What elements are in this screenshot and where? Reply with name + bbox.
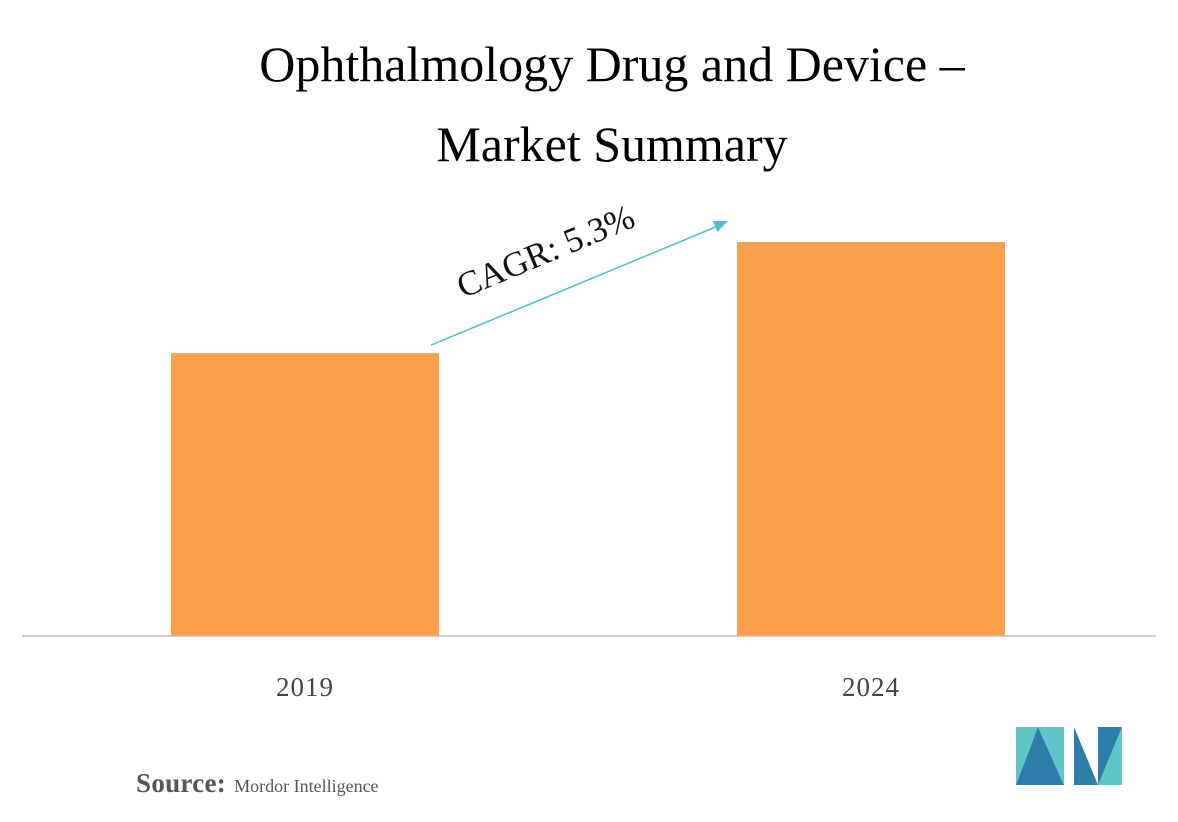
chart-title: Ophthalmology Drug and Device – Market S… (0, 24, 1178, 184)
cagr-label: CAGR: 5.3% (451, 197, 640, 306)
logo-shape-3 (1038, 727, 1064, 785)
cagr-arrow-head (712, 220, 728, 232)
cagr-arrow-line (430, 225, 719, 346)
x-tick-label-2019: 2019 (276, 672, 334, 702)
logo-shape-6 (1098, 727, 1122, 785)
bar-2019 (171, 353, 439, 636)
chart-title-line-2: Market Summary (436, 116, 788, 172)
logo-shape-4 (1074, 727, 1098, 785)
logo-shape-2 (1016, 727, 1064, 785)
bars-layer (171, 242, 1005, 636)
mordor-intelligence-logo-icon (1016, 727, 1122, 785)
bar-2024 (737, 242, 1005, 636)
x-tick-labels: 2019 2024 (276, 672, 900, 702)
source-label: Source: (136, 768, 227, 798)
x-tick-label-2024: 2024 (842, 672, 900, 702)
cagr-annotation: CAGR: 5.3% (430, 197, 728, 346)
chart-title-line-1: Ophthalmology Drug and Device – (259, 36, 965, 92)
source-value: Mordor Intelligence (234, 776, 379, 796)
source-note: Source: Mordor Intelligence (136, 768, 379, 799)
